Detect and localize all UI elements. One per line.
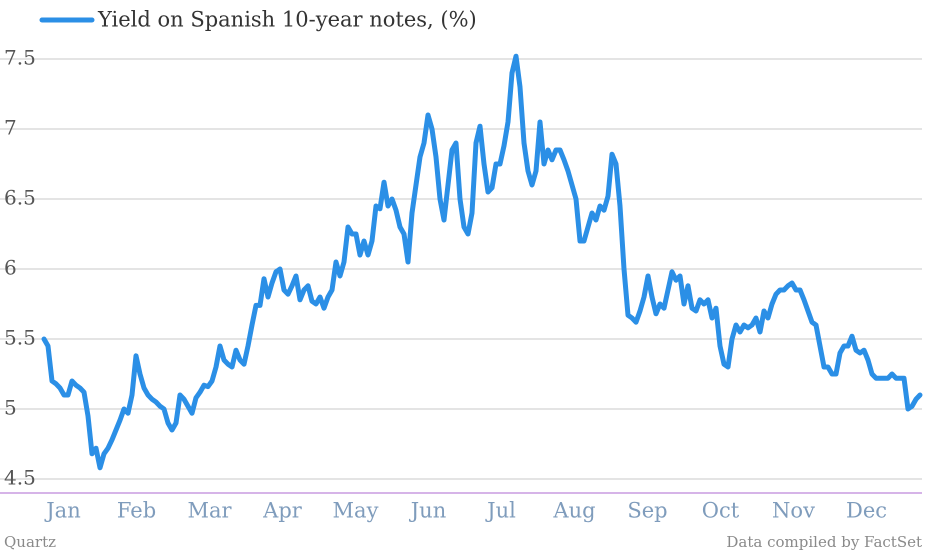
source: Data compiled by FactSet [726,533,922,551]
x-tick-label: Aug [552,499,595,523]
data-line [41,53,923,471]
x-tick-label: Sep [627,499,667,523]
credit: Quartz [4,533,56,551]
y-tick-label: 6.5 [4,186,36,210]
y-tick-label: 5.5 [4,326,36,350]
y-tick-label: 7 [4,116,17,140]
x-tick-label: Jan [44,499,80,523]
x-tick-label: Feb [117,499,156,523]
legend-label: Yield on Spanish 10-year notes, (%) [97,8,477,32]
y-tick-label: 6 [4,256,17,280]
x-tick-label: Oct [702,499,740,523]
y-tick-label: 5 [4,396,17,420]
x-tick-label: Jun [409,499,446,523]
x-tick-label: Dec [846,499,887,523]
x-tick-label: May [333,499,379,523]
x-tick-label: Nov [772,499,815,523]
y-tick-label: 7.5 [4,46,36,70]
x-tick-label: Mar [187,499,232,523]
x-tick-label: Apr [262,499,303,523]
y-tick-label: 4.5 [4,466,36,490]
x-tick-label: Jul [485,499,516,523]
